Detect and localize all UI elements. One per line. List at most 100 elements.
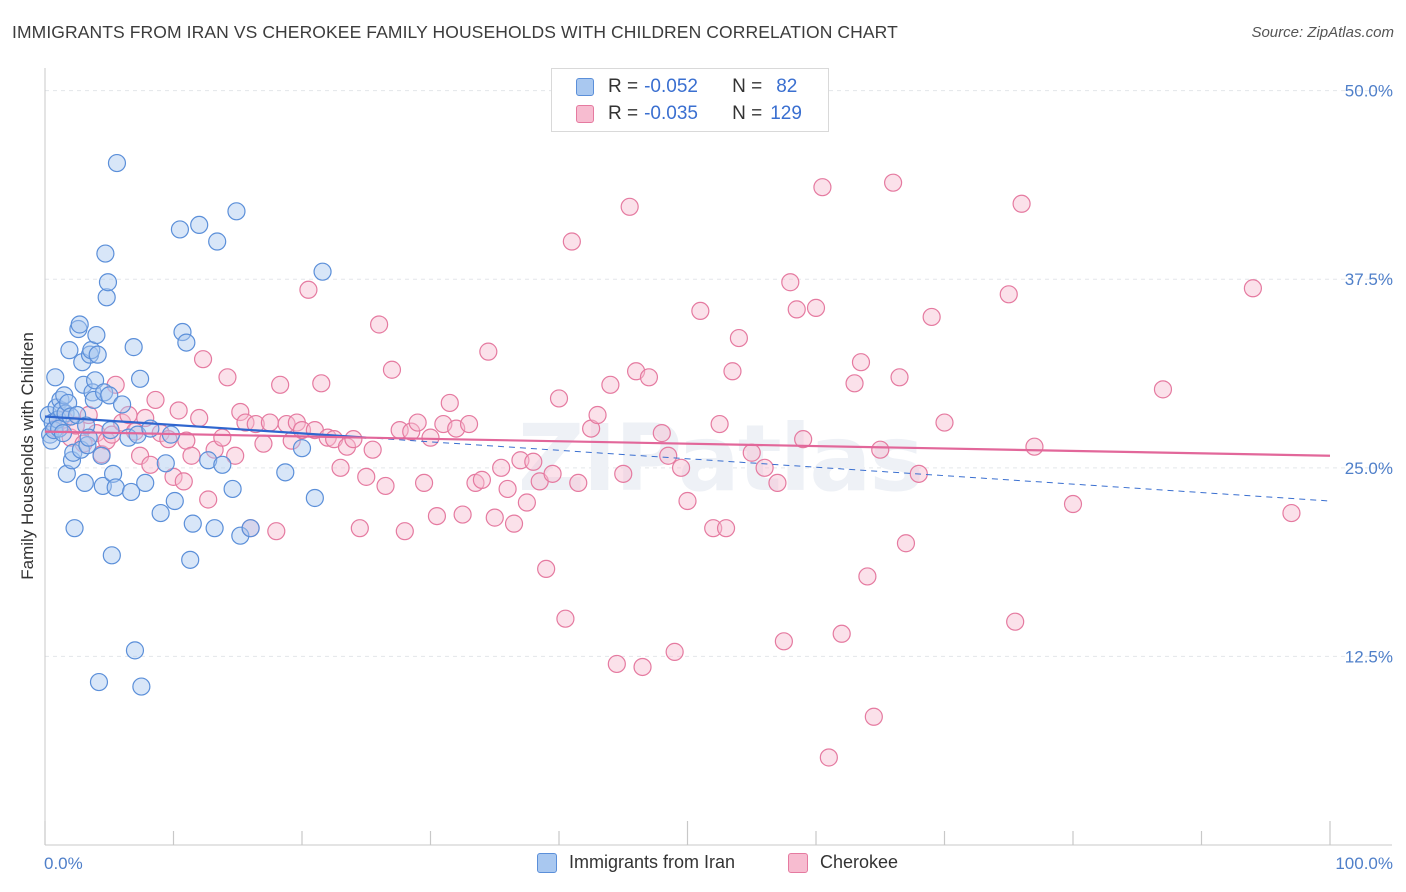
data-point bbox=[845, 374, 864, 393]
data-point bbox=[305, 488, 324, 508]
data-point bbox=[408, 413, 427, 432]
axes bbox=[44, 68, 1392, 846]
data-point bbox=[107, 153, 127, 173]
data-point bbox=[562, 232, 581, 251]
data-point bbox=[165, 491, 184, 511]
data-point bbox=[156, 454, 175, 473]
data-point bbox=[65, 519, 84, 538]
trend-lines bbox=[44, 415, 1331, 502]
data-point bbox=[170, 220, 190, 239]
data-point bbox=[181, 550, 200, 569]
data-point bbox=[704, 519, 723, 538]
y-tick-labels: 12.5% 25.0% 37.5% 50.0% bbox=[1345, 82, 1393, 667]
data-point bbox=[768, 473, 787, 493]
data-point bbox=[601, 375, 620, 394]
data-point bbox=[205, 519, 224, 538]
data-point bbox=[59, 393, 78, 413]
data-point bbox=[691, 301, 710, 321]
data-point bbox=[292, 439, 312, 458]
data-point bbox=[100, 386, 119, 405]
data-point bbox=[1006, 612, 1025, 631]
data-point bbox=[1153, 380, 1173, 399]
data-point bbox=[999, 285, 1018, 304]
data-point bbox=[620, 197, 639, 216]
data-point bbox=[199, 451, 218, 470]
data-point bbox=[883, 173, 903, 192]
data-point bbox=[806, 298, 826, 317]
data-point bbox=[241, 519, 260, 538]
series-immigrants-from-iran bbox=[39, 153, 332, 696]
data-point bbox=[556, 609, 575, 628]
data-point bbox=[260, 413, 279, 432]
data-point bbox=[710, 414, 729, 434]
data-point bbox=[1243, 279, 1263, 298]
data-point bbox=[755, 458, 774, 477]
data-point bbox=[218, 368, 237, 387]
data-point bbox=[344, 430, 363, 449]
data-point bbox=[130, 369, 150, 388]
data-point bbox=[427, 506, 447, 526]
data-point bbox=[1282, 503, 1301, 523]
legend-n-value: 129 bbox=[770, 103, 802, 124]
data-point bbox=[659, 446, 678, 465]
data-point bbox=[678, 491, 697, 511]
data-point bbox=[95, 383, 114, 402]
data-point bbox=[723, 362, 742, 381]
data-point bbox=[70, 315, 89, 334]
data-point bbox=[136, 473, 155, 493]
x-tick-label: 100.0% bbox=[1335, 854, 1393, 873]
data-point bbox=[141, 455, 160, 474]
legend-row-cherokee: R = -0.035 N = 129 bbox=[576, 102, 802, 126]
legend-swatch-cherokee bbox=[576, 105, 594, 123]
data-point bbox=[169, 401, 188, 420]
legend-label-cherokee: Cherokee bbox=[820, 852, 899, 872]
data-point bbox=[665, 642, 684, 661]
trend-line-iran bbox=[44, 415, 367, 439]
data-point bbox=[213, 428, 232, 447]
series-cherokee bbox=[46, 173, 1301, 767]
data-point bbox=[896, 534, 916, 553]
grid-lines bbox=[45, 90, 1392, 657]
data-point bbox=[871, 440, 890, 459]
data-point bbox=[1025, 437, 1044, 456]
data-point bbox=[472, 470, 491, 489]
data-point bbox=[208, 232, 227, 251]
data-point bbox=[146, 390, 165, 410]
data-point bbox=[524, 452, 543, 471]
legend-label-iran: Immigrants from Iran bbox=[569, 852, 736, 872]
data-point bbox=[1012, 194, 1031, 213]
data-point bbox=[96, 244, 115, 263]
data-point bbox=[671, 458, 691, 477]
legend-item-iran[interactable]: Immigrants from Iran bbox=[537, 852, 735, 873]
data-point bbox=[223, 479, 242, 499]
data-point bbox=[89, 672, 109, 692]
data-point bbox=[313, 262, 332, 281]
data-point bbox=[73, 353, 92, 372]
series-legend: Immigrants from Iran Cherokee bbox=[0, 852, 1406, 878]
data-point bbox=[504, 514, 524, 533]
data-point bbox=[864, 707, 883, 726]
data-point bbox=[254, 434, 273, 453]
data-point bbox=[231, 402, 250, 422]
data-point bbox=[549, 389, 569, 408]
data-point bbox=[78, 436, 97, 455]
correlation-legend: R = -0.052 N = 82 R = -0.035 N = 129 bbox=[551, 68, 829, 132]
data-point bbox=[183, 514, 202, 533]
trend-line-cherokee bbox=[44, 430, 1331, 457]
legend-item-cherokee[interactable]: Cherokee bbox=[788, 852, 898, 873]
data-point bbox=[75, 473, 94, 493]
data-point bbox=[88, 345, 107, 364]
legend-n-value: 82 bbox=[776, 76, 798, 97]
data-point bbox=[832, 624, 851, 643]
data-point bbox=[276, 463, 295, 482]
data-point bbox=[227, 202, 246, 221]
data-point bbox=[246, 414, 265, 434]
data-point bbox=[231, 526, 250, 545]
data-point bbox=[62, 451, 82, 470]
data-point bbox=[459, 414, 479, 434]
data-point bbox=[331, 458, 350, 477]
data-point bbox=[851, 353, 871, 372]
data-point bbox=[199, 490, 218, 509]
data-point bbox=[350, 519, 369, 538]
legend-r-value: -0.052 bbox=[644, 76, 698, 97]
